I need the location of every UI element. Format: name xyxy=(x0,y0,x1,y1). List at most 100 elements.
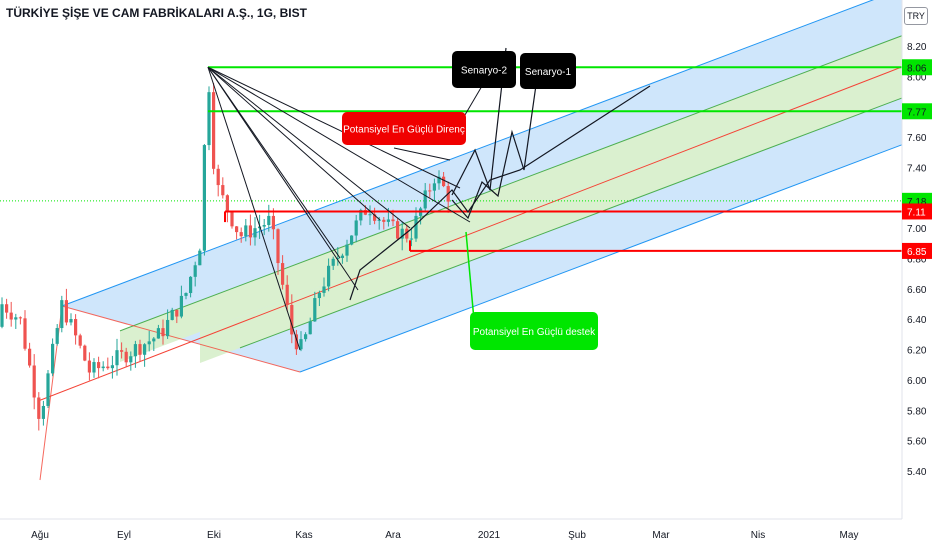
candle-body xyxy=(170,309,174,320)
price-label-box xyxy=(902,242,932,259)
candle-body xyxy=(64,300,68,323)
candle-body xyxy=(359,209,363,221)
channel-bottom-line xyxy=(299,144,902,373)
candle-body xyxy=(69,319,73,323)
candle-body xyxy=(97,362,101,369)
candle-body xyxy=(106,366,110,369)
resistance-callout-text: Potansiyel En Güçlü Direnç xyxy=(343,125,465,136)
candle-body xyxy=(110,365,114,369)
candle-body xyxy=(78,335,82,346)
candle-body xyxy=(37,397,41,419)
candle-body xyxy=(276,229,280,264)
candle-body xyxy=(83,345,87,361)
scenario-2-callout-box xyxy=(452,51,516,88)
candle-body xyxy=(161,328,165,337)
candle-body xyxy=(409,238,413,240)
plot-area[interactable]: Potansiyel En Güçlü Direnç Potansiyel En … xyxy=(0,0,910,481)
candle-body xyxy=(46,373,50,406)
candle-body xyxy=(391,219,395,222)
price-label-box xyxy=(902,203,932,220)
candle-body xyxy=(230,211,234,227)
candle-body xyxy=(285,284,289,306)
y-tick-label: 5.60 xyxy=(907,437,927,448)
candle-body xyxy=(313,298,317,322)
candle-body xyxy=(248,225,252,238)
candle-body xyxy=(382,219,386,222)
candle-body xyxy=(41,405,45,419)
fan-line-6 xyxy=(207,66,461,189)
candle-body xyxy=(294,334,298,350)
y-tick-label: 6.80 xyxy=(907,255,927,266)
candle-body xyxy=(290,305,294,335)
x-axis[interactable]: Ağu Eyl Eki Kas Ara 2021 Şub Mar Nis May xyxy=(31,530,858,541)
fan-line-1 xyxy=(207,67,301,351)
candle-body xyxy=(23,318,27,349)
candle-body xyxy=(101,366,105,369)
candle-body xyxy=(239,232,243,237)
scenario-2-connector xyxy=(461,85,483,121)
y-tick-label: 5.80 xyxy=(907,406,927,417)
y-tick-label: 7.00 xyxy=(907,224,927,235)
price-label-text: 6.85 xyxy=(907,247,927,258)
candle-body xyxy=(147,341,151,345)
candle-body xyxy=(51,343,55,374)
x-tick-label: May xyxy=(840,530,859,541)
candle-body xyxy=(432,183,436,191)
candle-body xyxy=(322,286,326,293)
candle-body xyxy=(9,312,13,320)
candle-body xyxy=(281,263,285,285)
y-tick-label: 6.20 xyxy=(907,346,927,357)
candle-body xyxy=(202,145,206,251)
candle-body xyxy=(437,176,441,184)
scenario-1-zigzag xyxy=(451,84,537,220)
candle-body xyxy=(235,226,239,233)
callouts: Potansiyel En Güçlü Direnç Potansiyel En … xyxy=(342,51,598,350)
channel-inner-bottom-line xyxy=(239,97,902,349)
y-tick-label: 8.00 xyxy=(907,72,927,83)
x-tick-label: Nis xyxy=(751,530,765,541)
y-tick-label: 6.60 xyxy=(907,285,927,296)
currency-badge[interactable]: TRY xyxy=(904,7,928,25)
candle-body xyxy=(271,215,275,230)
candle-body xyxy=(60,300,64,329)
scenario-paths xyxy=(349,47,651,321)
candle-body xyxy=(5,304,9,313)
candle-body xyxy=(74,319,78,336)
scenario-2-path xyxy=(451,47,507,196)
x-tick-label: Kas xyxy=(295,530,312,541)
scenario-2-callout-text: Senaryo-2 xyxy=(461,66,508,77)
channel-top-line xyxy=(61,0,875,307)
candle-body xyxy=(317,292,321,299)
y-tick-label: 6.40 xyxy=(907,315,927,326)
resistance-pointer xyxy=(393,147,451,161)
candle-body xyxy=(308,321,312,335)
candle-body xyxy=(32,365,36,398)
x-tick-label: Eyl xyxy=(117,530,131,541)
candle-body xyxy=(166,319,170,337)
x-tick-label: Mar xyxy=(652,530,670,541)
candle-body xyxy=(299,339,303,350)
channel-median-line xyxy=(39,66,902,401)
price-label-box xyxy=(902,59,932,76)
candle-body xyxy=(18,317,22,319)
candle-body xyxy=(405,228,409,239)
candle-body xyxy=(336,257,340,259)
candle-body xyxy=(428,190,432,192)
candle-body xyxy=(262,225,266,227)
fan-line-7 xyxy=(207,66,471,223)
candle-body xyxy=(327,265,331,287)
candle-body xyxy=(133,344,137,357)
candle-body xyxy=(225,195,229,212)
candle-body xyxy=(350,235,354,245)
price-label-text: 7.11 xyxy=(907,207,926,218)
candle-body xyxy=(87,360,91,373)
resistance-callout-box xyxy=(342,112,466,145)
candle-body xyxy=(396,221,400,239)
candle-body xyxy=(115,350,119,366)
fan-line-4 xyxy=(207,66,381,221)
candle-body xyxy=(331,258,335,266)
candle-body xyxy=(207,92,211,146)
candle-body xyxy=(124,351,128,363)
candle-body xyxy=(0,304,4,327)
